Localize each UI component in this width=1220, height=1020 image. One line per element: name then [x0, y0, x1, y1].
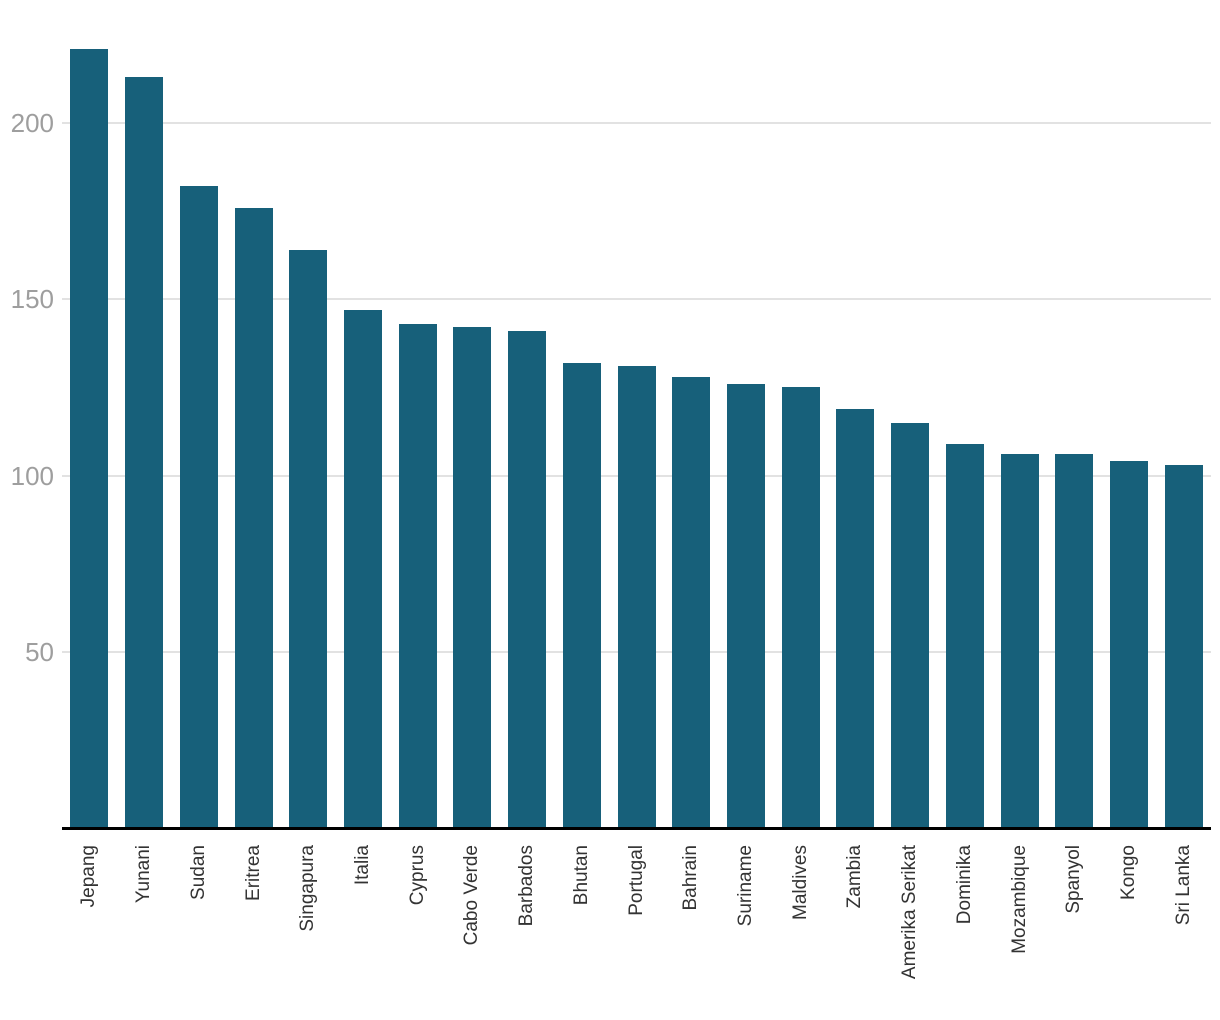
gridline-150 [62, 298, 1211, 301]
x-tick-cell: Jepang [62, 831, 117, 1020]
bar-amerika-serikat [891, 422, 930, 828]
x-tick-cell: Yunani [117, 831, 172, 1020]
x-tick-label-portugal: Portugal [625, 845, 647, 916]
x-tick-cell: Spanyol [1047, 831, 1102, 1020]
y-axis: 50 100 150 200 [0, 0, 54, 828]
x-tick-cell: Italia [336, 831, 391, 1020]
x-tick-label-cyprus: Cyprus [406, 845, 428, 906]
plot-area [62, 0, 1211, 828]
bar-cell [828, 0, 883, 828]
bar-cell [664, 0, 719, 828]
bar-italia [343, 309, 382, 828]
x-tick-cell: Cabo Verde [445, 831, 500, 1020]
bar-dominika [945, 443, 984, 828]
bar-cell [171, 0, 226, 828]
bar-cell [226, 0, 281, 828]
bar-mozambique [1000, 454, 1039, 828]
bar-cell [117, 0, 172, 828]
x-tick-label-sri-lanka: Sri Lanka [1172, 845, 1194, 926]
x-tick-cell: Amerika Serikat [883, 831, 938, 1020]
x-tick-cell: Barbados [500, 831, 555, 1020]
x-tick-label-bahrain: Bahrain [680, 845, 702, 911]
bar-singapura [289, 249, 328, 828]
x-tick-label-mozambique: Mozambique [1008, 845, 1030, 954]
bar-cell [62, 0, 117, 828]
bar-yunani [125, 77, 164, 828]
x-tick-cell: Zambia [828, 831, 883, 1020]
bar-cell [1102, 0, 1157, 828]
bar-cell [773, 0, 828, 828]
bar-cell [500, 0, 555, 828]
y-tick-label-50: 50 [25, 636, 54, 667]
x-tick-cell: Suriname [719, 831, 774, 1020]
bar-cell [390, 0, 445, 828]
x-tick-label-sudan: Sudan [187, 845, 209, 900]
bar-sri-lanka [1164, 464, 1203, 828]
x-tick-cell: Sri Lanka [1156, 831, 1211, 1020]
bar-jepang [70, 48, 109, 828]
y-tick-label-150: 150 [10, 284, 54, 315]
x-tick-cell: Dominika [938, 831, 993, 1020]
x-tick-cell: Kongo [1102, 831, 1157, 1020]
y-tick-label-100: 100 [10, 460, 54, 491]
bar-eritrea [234, 207, 273, 828]
x-tick-label-spanyol: Spanyol [1063, 845, 1085, 914]
bar-cell [938, 0, 993, 828]
bar-suriname [726, 383, 765, 828]
bar-zambia [836, 408, 875, 828]
x-tick-cell: Portugal [609, 831, 664, 1020]
x-tick-label-jepang: Jepang [78, 845, 100, 908]
x-tick-cell: Maldives [773, 831, 828, 1020]
x-tick-label-eritrea: Eritrea [242, 845, 264, 901]
x-axis-line [62, 827, 1211, 830]
bar-cell [992, 0, 1047, 828]
bar-sudan [179, 186, 218, 828]
x-tick-label-kongo: Kongo [1118, 845, 1140, 900]
x-tick-cell: Eritrea [226, 831, 281, 1020]
bar-spanyol [1055, 454, 1094, 828]
x-tick-label-suriname: Suriname [734, 845, 756, 927]
bar-cell [336, 0, 391, 828]
x-tick-cell: Sudan [171, 831, 226, 1020]
bar-cyprus [398, 323, 437, 828]
x-tick-cell: Bhutan [554, 831, 609, 1020]
x-tick-label-amerika-serikat: Amerika Serikat [899, 845, 921, 980]
bar-cell [554, 0, 609, 828]
bar-barbados [508, 330, 547, 828]
x-tick-label-bhutan: Bhutan [570, 845, 592, 906]
x-tick-label-zambia: Zambia [844, 845, 866, 909]
bar-maldives [781, 387, 820, 828]
x-tick-label-dominika: Dominika [953, 845, 975, 925]
bar-cabo-verde [453, 327, 492, 828]
x-tick-label-italia: Italia [351, 845, 373, 886]
gridline-200 [62, 122, 1211, 124]
bar-kongo [1110, 461, 1149, 828]
bar-cell [1047, 0, 1102, 828]
x-tick-cell: Mozambique [992, 831, 1047, 1020]
x-tick-label-barbados: Barbados [516, 845, 538, 927]
bar-cell [1156, 0, 1211, 828]
x-tick-label-singapura: Singapura [297, 845, 319, 932]
x-axis: Jepang Yunani Sudan Eritrea Singapura Italia C… [62, 831, 1211, 1020]
x-tick-cell: Cyprus [390, 831, 445, 1020]
bar-cell [883, 0, 938, 828]
x-tick-cell: Bahrain [664, 831, 719, 1020]
bar-cell [719, 0, 774, 828]
x-tick-label-maldives: Maldives [789, 845, 811, 920]
bar-cell [445, 0, 500, 828]
bar-portugal [617, 366, 656, 828]
y-tick-label-200: 200 [10, 108, 54, 138]
x-tick-label-yunani: Yunani [133, 845, 155, 904]
bars-row [62, 0, 1211, 828]
bar-bahrain [672, 376, 711, 828]
x-tick-label-cabo-verde: Cabo Verde [461, 845, 483, 946]
bar-bhutan [562, 362, 601, 828]
bar-cell [281, 0, 336, 828]
bar-cell [609, 0, 664, 828]
x-tick-cell: Singapura [281, 831, 336, 1020]
